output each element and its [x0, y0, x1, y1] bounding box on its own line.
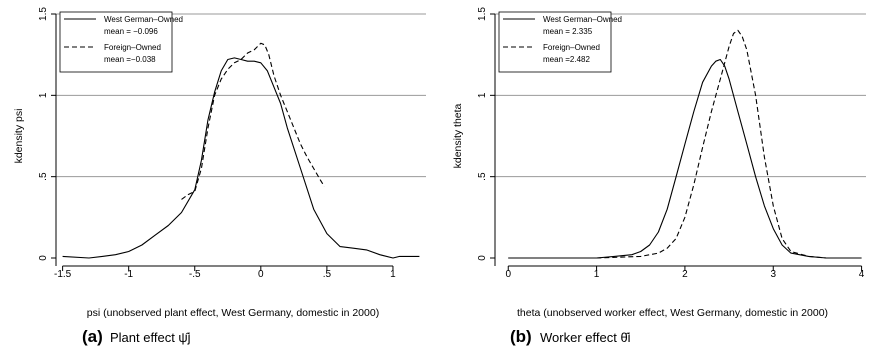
legend-series-name: West German–Owned — [543, 15, 622, 24]
y-tick-label: 1 — [38, 92, 49, 98]
y-tick-label: 1 — [477, 92, 488, 98]
caption-label: (b) — [510, 327, 532, 346]
y-tick-label: .5 — [477, 172, 488, 181]
plant-effect-chart: 0 .5 1 1.5 -1.5 -1 -.5 0 .5 1 psi (unobserved plan… — [13, 7, 426, 346]
y-axis-title: kdensity theta — [452, 103, 464, 168]
series-line-foreign-owned — [508, 29, 862, 259]
y-tick-label: 0 — [38, 255, 49, 261]
x-tick-label: 2 — [682, 269, 688, 280]
y-tick-label: 1.5 — [38, 7, 49, 21]
series-line-west-german-owned — [508, 58, 862, 259]
series-line-foreign-owned — [181, 42, 325, 200]
x-tick-label: 3 — [770, 269, 776, 280]
legend-series-name: Foreign–Owned — [104, 43, 161, 52]
x-tick-label: 0 — [505, 269, 511, 280]
legend-mean: mean = −0.096 — [104, 27, 158, 36]
caption-text: Worker effect θ̂i — [540, 330, 631, 345]
legend-mean: mean = 2.335 — [543, 27, 593, 36]
x-tick-label: -.5 — [189, 269, 201, 280]
legend-series-name: Foreign–Owned — [543, 43, 600, 52]
y-tick-label: .5 — [38, 172, 49, 181]
chart-panel-plant-effect: 0 .5 1 1.5 -1.5 -1 -.5 0 .5 1 psi (unobserved plan… — [0, 0, 444, 354]
x-tick-label: -1.5 — [54, 269, 72, 280]
chart-panel-worker-effect: 0 .5 1 1.5 0 1 2 3 4 theta (unobserved worker eff… — [444, 0, 889, 354]
legend-series-name: West German–Owned — [104, 15, 183, 24]
y-axis-title: kdensity psi — [13, 109, 25, 164]
x-tick-label: 0 — [258, 269, 264, 280]
y-tick-label: 0 — [477, 255, 488, 261]
series-line-west-german-owned — [62, 57, 420, 259]
legend-box — [498, 11, 612, 73]
worker-effect-chart: 0 .5 1 1.5 0 1 2 3 4 theta (unobserved worker eff… — [452, 7, 866, 346]
x-tick-label: 4 — [859, 269, 865, 280]
caption-label: (a) — [82, 327, 103, 346]
x-tick-label: -1 — [124, 269, 133, 280]
x-axis-title: theta (unobserved worker effect, West Ge… — [517, 307, 828, 319]
y-tick-label: 1.5 — [477, 7, 488, 21]
legend-box — [59, 11, 173, 73]
legend-mean: mean =2.482 — [543, 55, 590, 64]
x-tick-label: .5 — [323, 269, 332, 280]
legend-mean: mean =−0.038 — [104, 55, 156, 64]
x-axis-title: psi (unobserved plant effect, West Germa… — [87, 307, 379, 319]
caption-text: Plant effect ψ̂j — [110, 330, 191, 345]
x-tick-label: 1 — [390, 269, 396, 280]
x-tick-label: 1 — [594, 269, 600, 280]
